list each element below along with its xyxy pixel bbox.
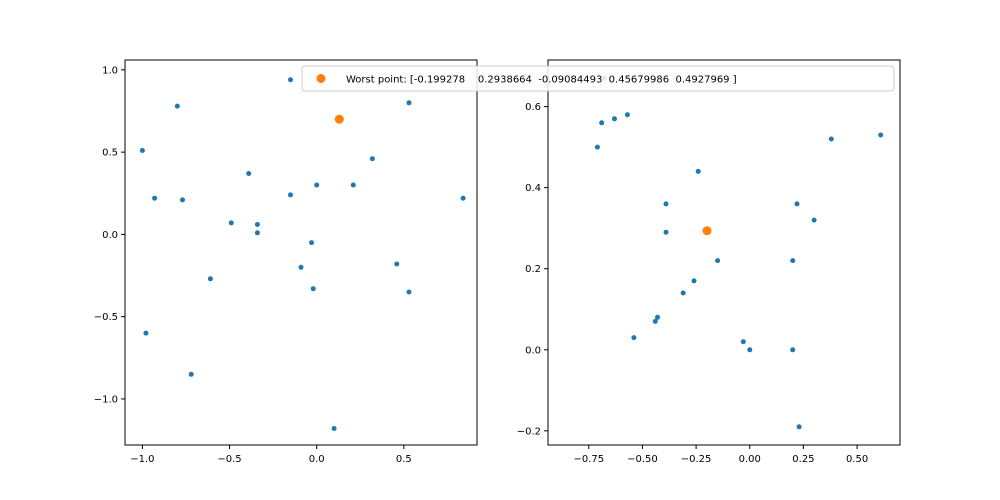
right-data-point [594, 144, 600, 150]
right-points [594, 75, 884, 430]
left-axes-frame [124, 59, 478, 446]
left-data-point [460, 195, 466, 201]
left-data-point [246, 171, 252, 176]
left-x-tick-label: 0.5 [396, 454, 412, 465]
left-points [139, 77, 466, 431]
right-data-point [828, 136, 834, 142]
right-data-point [811, 217, 817, 223]
left-data-point [331, 426, 337, 431]
right-data-point [663, 229, 669, 235]
right-data-point [599, 120, 605, 126]
right-data-point [624, 112, 630, 118]
right-axes-frame [547, 59, 901, 446]
right-y-tick-label: 0.0 [525, 345, 541, 356]
right-x-tick-label: 0.50 [846, 454, 868, 465]
right-data-point [612, 116, 617, 122]
left-data-point [174, 103, 180, 109]
left-data-point [310, 286, 316, 292]
right-y-tick-label: 0.2 [525, 264, 541, 275]
right-data-point [695, 168, 701, 174]
left-data-point [309, 240, 314, 246]
left-y-axis-ticks: −1.0 −0.5 0.0 0.5 1.0 [94, 65, 125, 405]
right-data-point [878, 132, 884, 138]
left-data-point [152, 195, 158, 201]
right-y-tick-label: −0.2 [517, 426, 541, 437]
legend-marker-worst-point [316, 74, 326, 83]
right-data-point [740, 339, 746, 345]
left-data-point [228, 220, 234, 226]
right-x-tick-label: −0.50 [627, 454, 658, 465]
right-data-point [796, 424, 802, 430]
left-scatter-plot: −1.0 −0.5 0.0 0.5 −1.0 −0.5 0.0 0.5 1.0 [94, 59, 478, 465]
left-data-point [394, 261, 400, 267]
left-data-point [350, 182, 356, 188]
left-x-axis-ticks: −1.0 −0.5 0.0 0.5 [130, 445, 412, 465]
right-data-point [663, 201, 669, 207]
legend-box [301, 65, 895, 92]
left-data-point [207, 276, 213, 282]
left-data-point [180, 197, 185, 203]
legend-label-worst-point: Worst point: [-0.199278 0.2938664 -0.090… [346, 75, 737, 86]
left-x-tick-label: 0.0 [309, 454, 325, 465]
right-data-point [652, 318, 658, 324]
left-data-point [254, 222, 260, 227]
right-data-point [794, 201, 800, 207]
left-data-point [298, 264, 304, 270]
right-x-tick-label: 0.00 [739, 454, 761, 465]
left-data-point [288, 192, 293, 198]
left-worst-point [334, 114, 344, 124]
left-data-point [406, 289, 412, 295]
right-data-point [790, 258, 796, 264]
legend: Worst point: [-0.199278 0.2938664 -0.090… [301, 65, 895, 92]
left-y-tick-label: 1.0 [102, 65, 118, 76]
right-y-tick-label: 0.4 [525, 183, 541, 194]
right-x-tick-label: 0.25 [792, 454, 814, 465]
right-y-tick-label: 0.6 [525, 102, 541, 113]
left-data-point [143, 330, 149, 336]
right-x-tick-label: −0.25 [681, 454, 712, 465]
left-y-tick-label: 0.0 [102, 230, 118, 241]
right-y-axis-ticks: −0.2 0.0 0.2 0.4 0.6 [517, 102, 548, 437]
right-x-tick-label: −0.75 [573, 454, 604, 465]
right-data-point [680, 290, 686, 296]
right-data-point [747, 347, 753, 353]
left-x-tick-label: −0.5 [217, 454, 241, 465]
left-y-tick-label: −1.0 [94, 394, 118, 405]
left-data-point [139, 148, 145, 153]
left-x-tick-label: −1.0 [130, 454, 154, 465]
right-data-point [715, 258, 721, 264]
right-x-axis-ticks: −0.75 −0.50 −0.25 0.00 0.25 0.50 [573, 445, 868, 465]
left-data-point [254, 230, 260, 236]
right-data-point [655, 314, 660, 320]
right-scatter-plot: −0.75 −0.50 −0.25 0.00 0.25 0.50 −0.2 0.0 0.2 0.… [517, 59, 901, 465]
right-data-point [691, 278, 697, 284]
left-y-tick-label: 0.5 [102, 148, 118, 159]
left-data-point [188, 371, 194, 377]
left-y-tick-label: −0.5 [94, 312, 118, 323]
right-data-point [790, 347, 796, 353]
left-data-point [369, 156, 375, 162]
left-data-point [288, 77, 293, 83]
left-data-point [406, 100, 412, 106]
right-data-point [631, 335, 637, 341]
right-worst-point [702, 226, 712, 236]
left-data-point [314, 182, 320, 188]
